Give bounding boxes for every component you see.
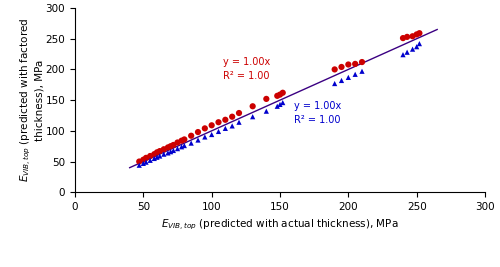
Point [174,140,182,145]
Point [164,145,172,150]
Point [351,72,359,76]
Point [166,144,174,148]
Point [276,92,284,97]
Point [358,60,366,64]
Point [194,130,202,134]
Point [170,148,177,153]
Point [166,150,174,154]
Point [142,156,150,160]
Point [344,75,352,80]
Point [408,34,416,38]
Point [274,104,281,108]
Point [208,132,216,137]
Text: y = 1.00x
R² = 1.00: y = 1.00x R² = 1.00 [222,57,270,81]
Point [214,129,222,134]
Point [135,159,143,164]
Point [228,124,236,128]
Point [416,31,424,35]
Point [403,50,411,54]
Point [274,94,281,98]
Point [399,36,407,40]
X-axis label: $E_{VIB,top}$ (predicted with actual thickness), MPa: $E_{VIB,top}$ (predicted with actual thi… [161,218,399,232]
Y-axis label: $E_{VIB,top}$ (predicted with factored
thickness), MPa: $E_{VIB,top}$ (predicted with factored t… [18,18,44,182]
Point [222,118,230,122]
Point [135,163,143,167]
Point [248,104,256,108]
Point [150,156,158,160]
Point [358,69,366,73]
Point [208,123,216,127]
Point [276,102,284,107]
Point [140,161,147,166]
Point [235,111,243,115]
Point [142,160,150,164]
Point [351,62,359,66]
Point [178,145,186,149]
Point [180,137,188,142]
Point [174,147,182,151]
Point [416,41,424,46]
Point [201,126,209,131]
Point [235,120,243,124]
Point [330,67,338,72]
Point [187,141,195,145]
Point [150,152,158,156]
Point [412,45,420,49]
Point [412,32,420,37]
Point [403,35,411,39]
Point [153,155,161,159]
Text: y = 1.00x
R² = 1.00: y = 1.00x R² = 1.00 [294,101,341,125]
Point [180,143,188,148]
Point [140,158,147,162]
Point [187,134,195,138]
Point [170,143,177,147]
Point [194,138,202,142]
Point [338,65,345,69]
Point [228,115,236,119]
Point [156,149,164,153]
Point [262,97,270,101]
Point [262,109,270,113]
Point [278,91,286,95]
Point [330,81,338,86]
Point [178,139,186,143]
Point [160,152,168,156]
Point [399,53,407,57]
Point [156,154,164,158]
Point [146,158,154,162]
Point [153,150,161,154]
Point [164,151,172,155]
Point [278,100,286,105]
Point [338,78,345,83]
Point [222,126,230,131]
Point [248,115,256,119]
Point [160,147,168,151]
Point [408,47,416,51]
Point [344,62,352,67]
Point [201,135,209,139]
Point [214,120,222,124]
Point [146,154,154,158]
